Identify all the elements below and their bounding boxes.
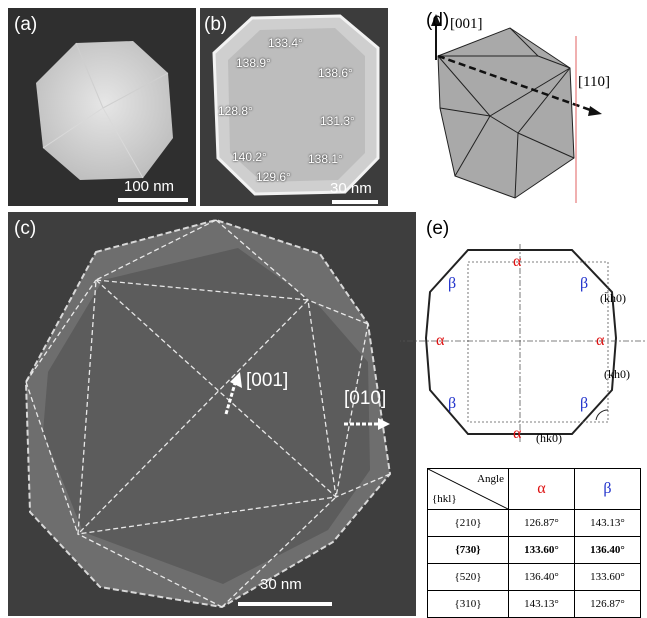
alpha-cell: 133.60° (508, 536, 575, 564)
table-corner-cell: Angle {hkl} (427, 468, 509, 510)
panel-e-label: (e) (426, 218, 450, 239)
alpha-right: α (596, 332, 605, 349)
panel-a: (a) 100 nm (8, 8, 196, 206)
hkl-cell: {730} (427, 536, 509, 564)
col-beta-header: β (574, 468, 641, 510)
corner-bottom-label: {hkl} (432, 493, 457, 505)
panel-c-label: (c) (14, 218, 37, 239)
panel-d: (d) [001] [110] (400, 8, 640, 208)
table-row: {210} 126.87° 143.13° (427, 509, 641, 537)
angle-label: 129.6° (256, 170, 291, 184)
facet-khbar0-label: (k̄h0) (600, 291, 626, 305)
beta-bottom-right: β (580, 395, 588, 412)
table-row: {730} 133.60° 136.40° (427, 536, 641, 564)
table-header-row: Angle {hkl} α β (427, 468, 641, 510)
beta-cell: 133.60° (574, 563, 641, 591)
alpha-cell: 126.87° (508, 509, 575, 537)
angle-table: Angle {hkl} α β {210} 126.87° 143.13° {7… (427, 468, 641, 618)
beta-top-right: β (580, 275, 588, 292)
table-row: {520} 136.40° 133.60° (427, 563, 641, 591)
beta-bottom-left: β (448, 395, 456, 412)
panel-b-label: (b) (204, 14, 228, 35)
angle-label: 138.6° (318, 66, 353, 80)
beta-cell: 126.87° (574, 590, 641, 618)
angle-label: 128.8° (218, 104, 253, 118)
particle-a-image (36, 41, 173, 180)
panel-a-scalebar (118, 198, 188, 202)
panel-c-scale-text: 30 nm (260, 576, 302, 593)
angle-label: 138.1° (308, 152, 343, 166)
particle-b-image (212, 14, 380, 196)
table-row: {310} 143.13° 126.87° (427, 590, 641, 618)
alpha-left: α (436, 332, 445, 349)
beta-cell: 143.13° (574, 509, 641, 537)
dir-010-label-c: [010] (344, 388, 387, 409)
facet-hk0-label: (hk0) (536, 431, 562, 445)
hkl-cell: {310} (427, 590, 509, 618)
alpha-top: α (513, 253, 522, 270)
angle-label: 131.3° (320, 114, 355, 128)
hkl-cell: {520} (427, 563, 509, 591)
panel-a-label: (a) (14, 14, 38, 35)
dir-001-label: [001] (450, 16, 483, 32)
alpha-cell: 143.13° (508, 590, 575, 618)
alpha-cell: 136.40° (508, 563, 575, 591)
dir-001-label-c: [001] (246, 370, 289, 391)
panel-b: (b) 133.4° 138.9° 138.6° 128.8° 131.3° 1… (200, 8, 388, 206)
alpha-bottom: α (513, 425, 522, 442)
panel-b-scalebar (332, 200, 378, 204)
panel-a-scale-text: 100 nm (124, 178, 175, 195)
angle-label: 140.2° (232, 150, 267, 164)
panel-c-scalebar (238, 602, 332, 606)
facet-kh0-label: (kh0) (604, 367, 630, 381)
angle-label: 138.9° (236, 56, 271, 70)
panel-d-label: (d) (426, 10, 450, 31)
corner-top-label: Angle (477, 473, 504, 485)
angle-label: 133.4° (268, 36, 303, 50)
panel-e: (e) α α α α β β β β (k̄h0) (kh0) (hk0) (400, 212, 647, 462)
beta-top-left: β (448, 275, 456, 292)
beta-cell: 136.40° (574, 536, 641, 564)
dir-110-label: [110] (578, 74, 610, 90)
hkl-cell: {210} (427, 509, 509, 537)
icosahedron-diagram: [001] [110] (431, 14, 610, 203)
octagon-diagram: α α α α β β β β (k̄h0) (kh0) (hk0) (400, 244, 647, 445)
particle-c-image (24, 218, 392, 609)
col-alpha-header: α (508, 468, 575, 510)
panel-b-scale-text: 30 nm (330, 180, 372, 197)
panel-c: (c) [001] [010] 30 nm (8, 212, 416, 616)
